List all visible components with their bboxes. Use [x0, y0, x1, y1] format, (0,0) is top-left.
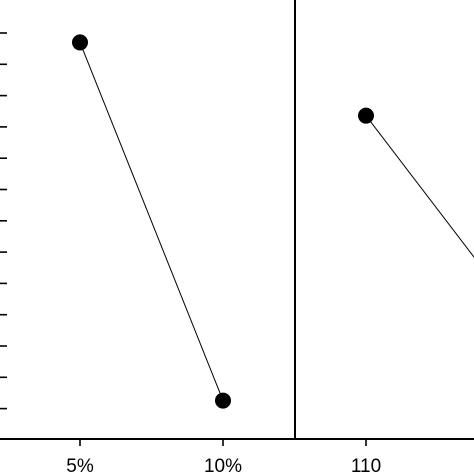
x-tick-label: 5%: [66, 456, 94, 474]
data-point: [215, 392, 231, 409]
series-line: [365, 115, 474, 258]
series-line: [79, 42, 224, 401]
panel-1: [72, 34, 231, 409]
x-axis-ticks: 5% 10% 110: [66, 439, 381, 474]
x-tick-label: 110: [351, 456, 381, 474]
data-point: [72, 34, 88, 51]
x-tick-label: 10%: [204, 456, 242, 474]
data-point: [358, 107, 374, 124]
y-axis-ticks: [0, 32, 7, 410]
panel-2: [358, 107, 474, 258]
